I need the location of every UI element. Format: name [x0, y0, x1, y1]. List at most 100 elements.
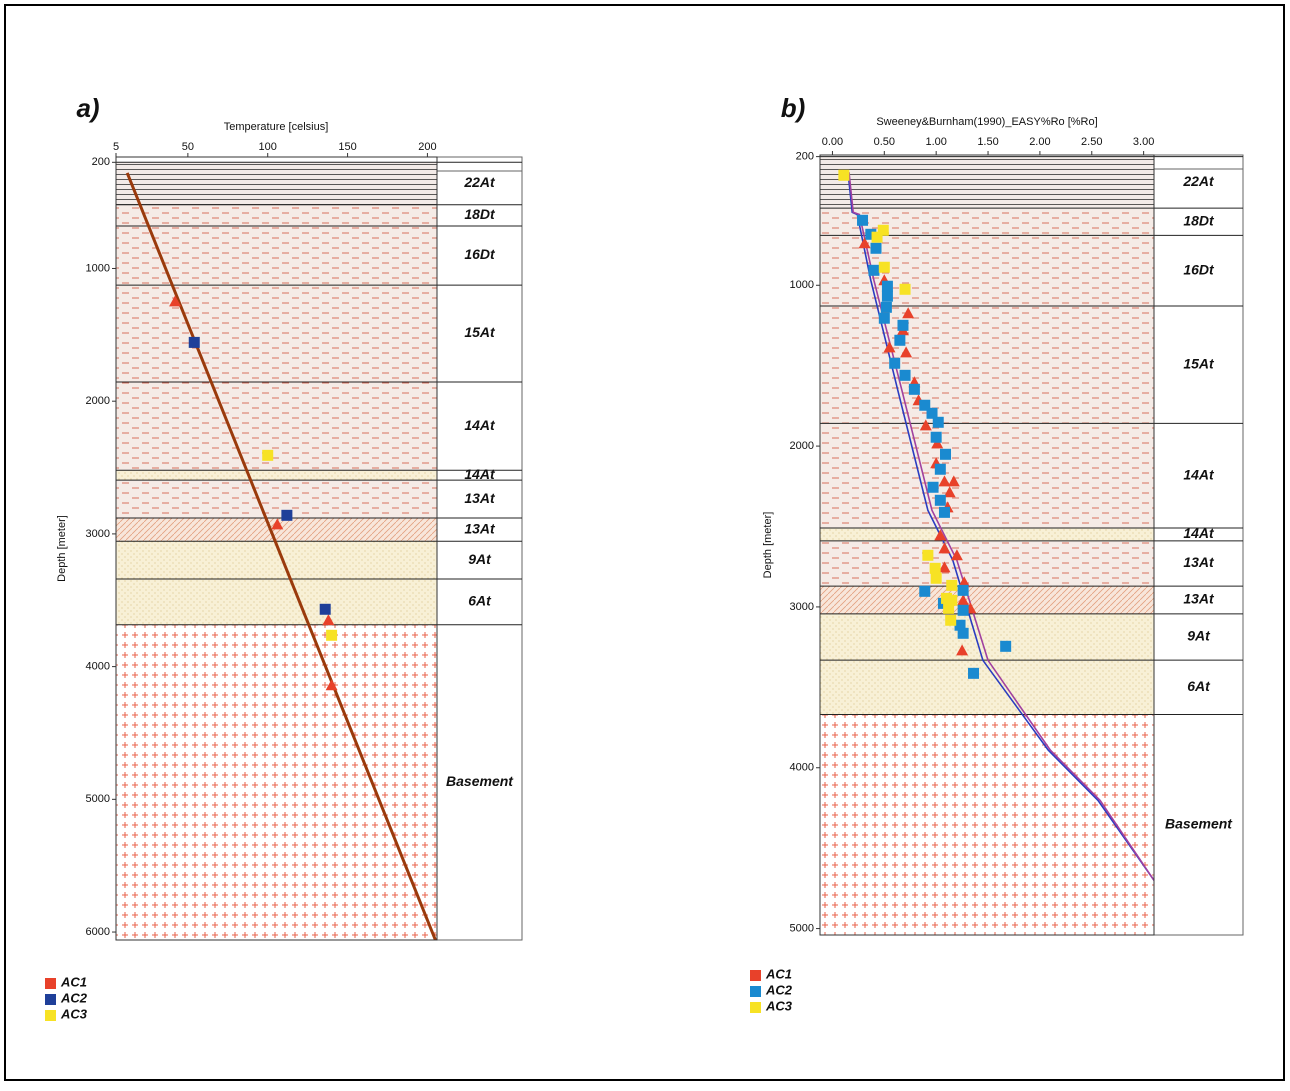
- data-point: [946, 579, 958, 591]
- layer-label: 22At: [463, 174, 496, 190]
- data-point: [947, 475, 960, 487]
- layer: [116, 162, 437, 205]
- data-point: [880, 301, 892, 313]
- layer-label: Basement: [446, 773, 514, 789]
- data-point: [881, 290, 893, 302]
- legend-swatch: [750, 986, 761, 997]
- data-point: [919, 419, 932, 431]
- data-point: [957, 604, 969, 616]
- data-point: [922, 549, 934, 561]
- x-axis-label: Sweeney&Burnham(1990)_EASY%Ro [%Ro]: [876, 116, 1097, 128]
- data-point: [957, 584, 969, 596]
- x-axis-label: Temperature [celsius]: [224, 121, 329, 133]
- data-point: [858, 237, 871, 249]
- y-tick-label: 4000: [790, 762, 814, 774]
- x-tick-label: 1.00: [925, 136, 946, 148]
- model-curve: [848, 172, 1155, 881]
- data-point: [883, 341, 896, 353]
- model-curve: [125, 172, 437, 941]
- layer-label: 15At: [1183, 355, 1215, 371]
- layer: [820, 527, 1154, 541]
- data-point: [957, 627, 969, 639]
- data-point: [871, 231, 883, 243]
- data-point: [954, 619, 966, 631]
- data-point: [934, 463, 946, 475]
- layer-label: 13At: [1183, 591, 1215, 607]
- data-point: [900, 346, 913, 358]
- x-tick-label: 5: [113, 141, 119, 153]
- data-point: [938, 561, 951, 573]
- layer-label: 14At: [1183, 525, 1215, 541]
- data-point: [894, 334, 906, 346]
- data-point: [946, 594, 958, 606]
- layer: [116, 480, 437, 518]
- data-point: [938, 475, 951, 487]
- layer: [116, 285, 437, 382]
- x-tick-label: 150: [338, 141, 356, 153]
- x-tick-label: 3.00: [1133, 136, 1154, 148]
- y-tick-label: 5000: [790, 922, 814, 934]
- data-point: [934, 529, 947, 541]
- y-tick-label: 200: [796, 151, 814, 163]
- data-point: [271, 518, 284, 530]
- data-point: [262, 449, 274, 461]
- data-point: [932, 416, 944, 428]
- layer-label: 9At: [468, 551, 492, 567]
- data-point: [868, 264, 880, 276]
- layer: [116, 226, 437, 286]
- data-point: [927, 481, 939, 493]
- layer: [116, 624, 437, 940]
- data-point: [931, 437, 944, 449]
- data-point: [326, 629, 338, 641]
- y-axis-label: Depth [meter]: [762, 512, 774, 579]
- plot-frame: [819, 154, 1155, 936]
- y-tick-label: 3000: [86, 528, 110, 540]
- legend-label: AC2: [60, 990, 88, 1005]
- y-tick-label: 200: [92, 156, 110, 168]
- data-point: [950, 549, 963, 561]
- layer-label: 14At: [1183, 466, 1215, 482]
- data-point: [899, 283, 911, 295]
- data-point: [958, 576, 971, 588]
- data-point: [943, 602, 955, 614]
- data-point: [322, 614, 335, 626]
- panel-label: a): [76, 93, 99, 123]
- data-point: [878, 312, 890, 324]
- layer-label: 6At: [1187, 678, 1211, 694]
- x-tick-label: 0.00: [822, 136, 843, 148]
- layer: [820, 586, 1154, 614]
- x-tick-label: 2.50: [1081, 136, 1102, 148]
- y-tick-label: 2000: [790, 440, 814, 452]
- layer-label: 18Dt: [464, 206, 496, 222]
- layer-label: 13At: [464, 520, 496, 536]
- y-tick-label: 1000: [86, 262, 110, 274]
- layer-label: 18Dt: [1183, 212, 1215, 228]
- layer-label: 14At: [464, 417, 496, 433]
- data-point: [857, 214, 869, 226]
- data-point: [929, 562, 941, 574]
- data-point: [930, 431, 942, 443]
- data-point: [870, 242, 882, 254]
- data-point: [281, 509, 293, 521]
- y-tick-label: 2000: [86, 395, 110, 407]
- legend-label: AC1: [60, 974, 87, 989]
- layer: [820, 660, 1154, 715]
- layer: [820, 613, 1154, 661]
- x-tick-label: 50: [182, 141, 194, 153]
- legend-swatch: [750, 970, 761, 981]
- layer-label: 22At: [1182, 173, 1215, 189]
- data-point: [169, 295, 182, 307]
- layer-label: 13At: [464, 490, 496, 506]
- data-point: [325, 679, 338, 691]
- data-point: [919, 399, 931, 411]
- data-point: [945, 614, 957, 626]
- legend-label: AC2: [765, 982, 793, 997]
- data-point: [902, 307, 915, 319]
- data-point: [188, 336, 200, 348]
- data-point: [957, 594, 970, 606]
- data-point: [968, 667, 980, 679]
- legend-label: AC3: [60, 1006, 88, 1021]
- data-point: [881, 280, 893, 292]
- data-point: [1000, 640, 1012, 652]
